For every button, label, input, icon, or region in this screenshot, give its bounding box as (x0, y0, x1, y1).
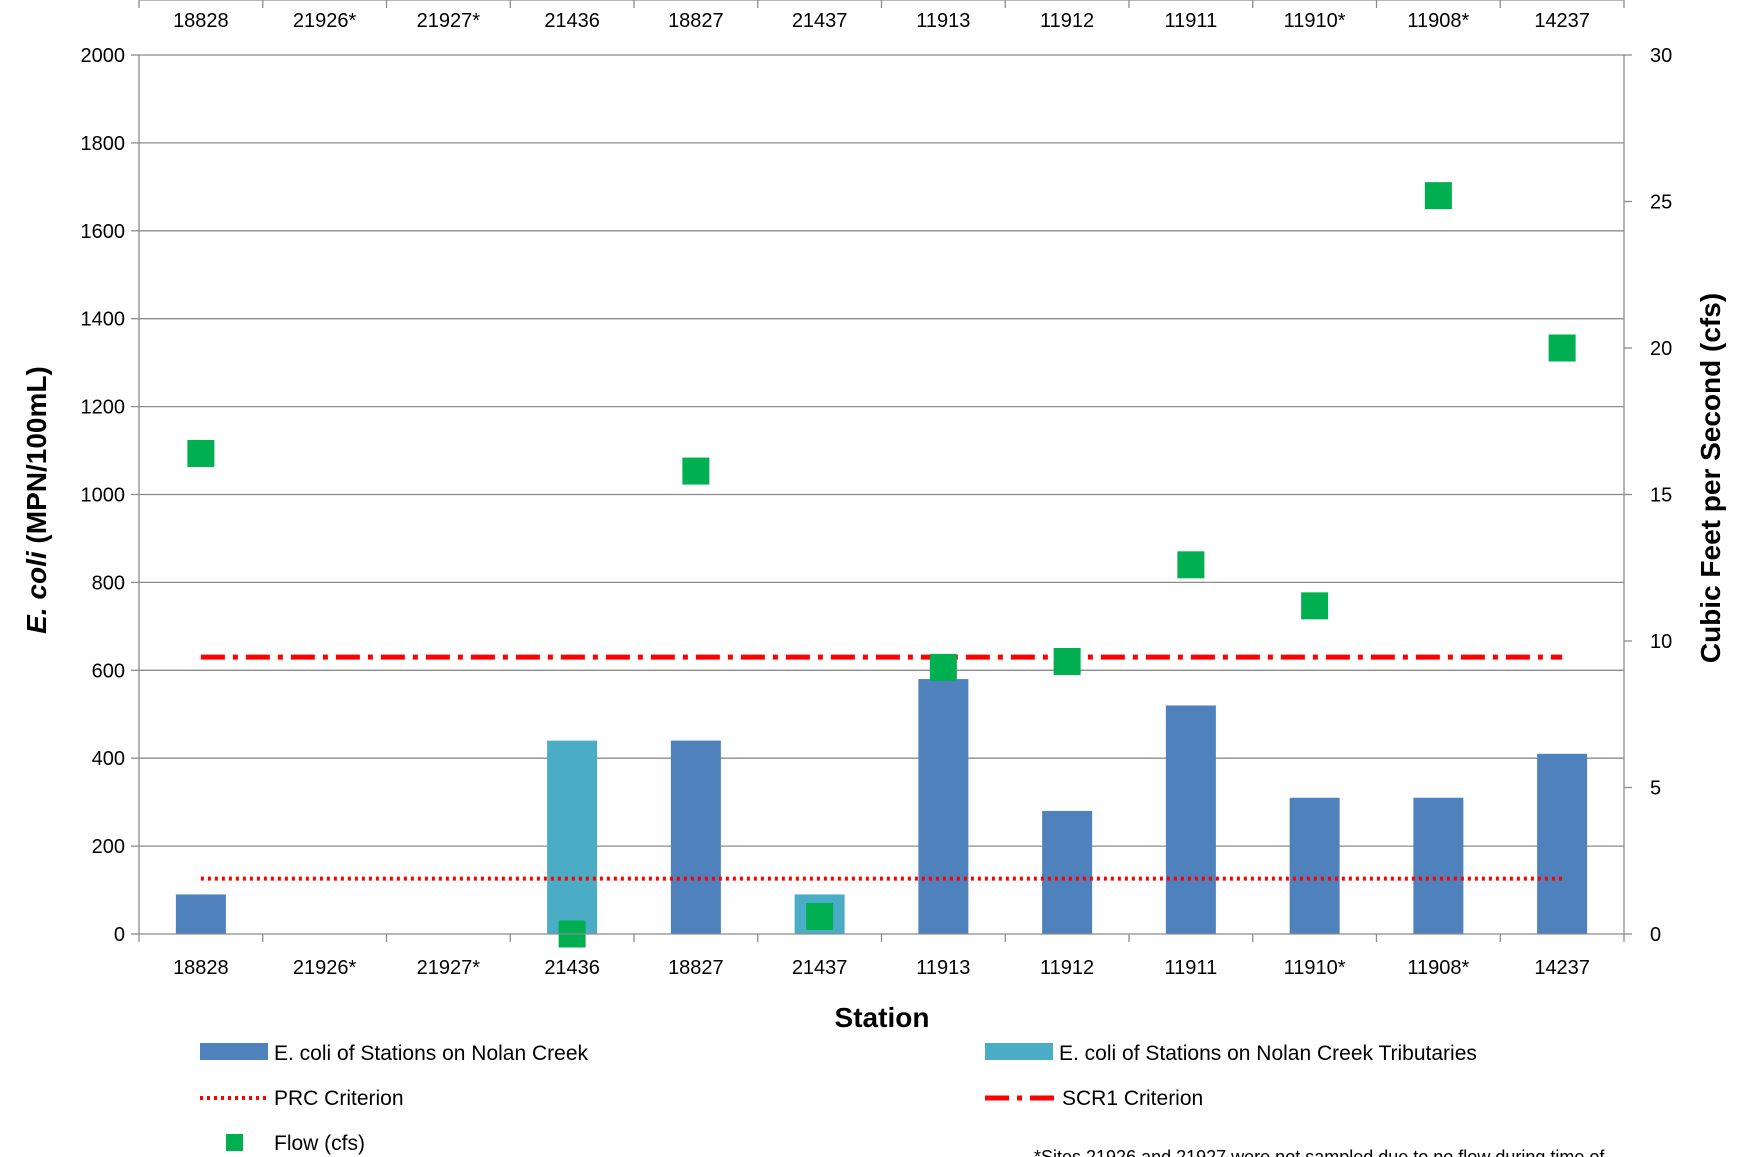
flow-point (806, 902, 834, 930)
y-tick-label: 1600 (81, 221, 126, 243)
x2-tick-label: 21436 (544, 10, 600, 32)
x2-tick-label: 18827 (668, 10, 724, 32)
bar (175, 894, 226, 934)
x-tick-label: 14237 (1534, 957, 1590, 979)
bar (670, 740, 721, 934)
y-axis-title: E. coli (MPN/100mL) (21, 366, 52, 634)
x-tick-label: 21927* (417, 957, 481, 979)
bar (1042, 810, 1093, 934)
flow-point (682, 457, 710, 485)
flow-point (187, 439, 215, 467)
x2-tick-label: 11911 (1165, 10, 1218, 32)
y2-tick-label: 15 (1650, 485, 1672, 507)
x2-tick-label: 11913 (916, 10, 970, 32)
tick-labels: 0 200 400 600 800 1000 1200 1400 1600 1800 2000 0 5 1… (81, 10, 1673, 979)
legend-label-prc: PRC Criterion (274, 1087, 404, 1110)
legend: E. coli of Stations on Nolan Creek E. co… (200, 1042, 1477, 1155)
flow-point (1548, 334, 1576, 362)
footnote: *Sites 21926 and 21927 were not sampled … (1034, 1147, 1605, 1157)
x2-tick-label: 14237 (1534, 10, 1590, 32)
legend-label-nolan-creek: E. coli of Stations on Nolan Creek (274, 1042, 588, 1065)
bar (1289, 797, 1340, 934)
x-tick-label: 11908* (1407, 957, 1469, 979)
x-tick-label: 18827 (668, 957, 724, 979)
flow-point (1424, 182, 1452, 210)
criterion-lines (200, 654, 1563, 881)
x2-tick-label: 18828 (173, 10, 229, 32)
y2-tick-label: 5 (1650, 778, 1661, 800)
y2-tick-label: 25 (1650, 192, 1672, 214)
y2-axis-title: Cubic Feet per Second (cfs) (1695, 293, 1726, 663)
y-tick-label: 800 (92, 572, 125, 594)
bar (1537, 753, 1588, 934)
x-tick-label: 21436 (544, 957, 600, 979)
y-axis-title-rest: (MPN/100mL) (21, 366, 52, 551)
y-tick-label: 1800 (81, 133, 126, 155)
y-tick-label: 600 (92, 660, 125, 682)
legend-swatch-tributaries (985, 1043, 1053, 1060)
legend-label-flow: Flow (cfs) (274, 1132, 365, 1155)
y-tick-label: 1000 (81, 485, 126, 507)
flow-point (1177, 551, 1205, 579)
x2-tick-label: 11908* (1407, 10, 1469, 32)
x-axis-title: Station (835, 1002, 930, 1033)
x-tick-label: 11912 (1040, 957, 1094, 979)
bars (175, 679, 1588, 934)
bar (1413, 797, 1464, 934)
x-tick-label: 11911 (1165, 957, 1218, 979)
flow-point (929, 653, 957, 681)
x2-tick-label: 21437 (792, 10, 848, 32)
y-tick-label: 400 (92, 748, 125, 770)
y2-tick-label: 0 (1650, 924, 1661, 946)
gridlines (139, 54, 1624, 847)
legend-swatch-nolan-creek (200, 1043, 268, 1060)
y-tick-label: 200 (92, 836, 125, 858)
x-tick-label: 11913 (916, 957, 970, 979)
legend-label-scr1: SCR1 Criterion (1062, 1087, 1203, 1110)
x2-tick-label: 11910* (1284, 10, 1346, 32)
flow-point (1301, 592, 1329, 620)
x-tick-label: 18828 (173, 957, 229, 979)
bar (918, 679, 969, 934)
flow-points (187, 182, 1576, 948)
y-tick-label: 1400 (81, 309, 126, 331)
legend-swatch-flow (226, 1134, 243, 1151)
x2-tick-label: 21926* (293, 10, 357, 32)
x2-tick-label: 21927* (417, 10, 481, 32)
x2-tick-label: 11912 (1040, 10, 1094, 32)
y-tick-label: 2000 (81, 45, 126, 67)
flow-point (1053, 648, 1081, 676)
x-tick-label: 11910* (1284, 957, 1346, 979)
y2-tick-label: 10 (1650, 631, 1672, 653)
y-tick-label: 0 (114, 924, 125, 946)
bar (547, 740, 598, 934)
x-tick-label: 21926* (293, 957, 357, 979)
y-axis-title-italic: E. coli (21, 550, 52, 634)
y2-tick-label: 30 (1650, 45, 1672, 67)
axes (131, 0, 1632, 942)
legend-label-tributaries: E. coli of Stations on Nolan Creek Tribu… (1059, 1042, 1477, 1065)
y2-tick-label: 20 (1650, 338, 1672, 360)
x-tick-label: 21437 (792, 957, 848, 979)
y-tick-label: 1200 (81, 397, 126, 419)
bar (1165, 705, 1216, 934)
